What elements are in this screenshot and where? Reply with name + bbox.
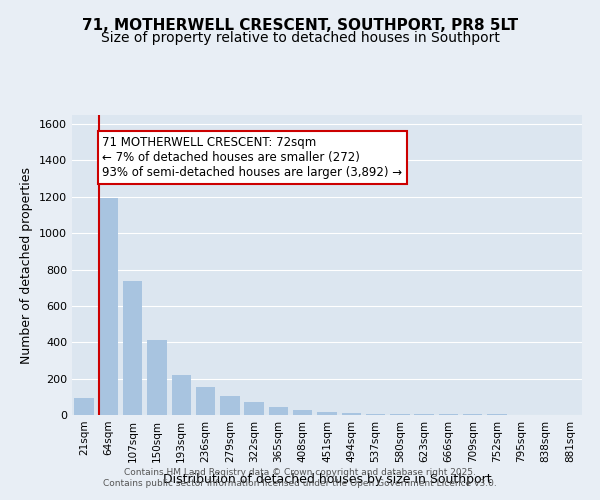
Bar	[196, 387, 215, 415]
Bar	[269, 407, 288, 415]
Bar	[317, 412, 337, 415]
Bar	[463, 414, 482, 415]
Bar	[390, 414, 410, 415]
Bar	[415, 414, 434, 415]
Bar	[341, 413, 361, 415]
Text: 71, MOTHERWELL CRESCENT, SOUTHPORT, PR8 5LT: 71, MOTHERWELL CRESCENT, SOUTHPORT, PR8 …	[82, 18, 518, 32]
Text: 71 MOTHERWELL CRESCENT: 72sqm
← 7% of detached houses are smaller (272)
93% of s: 71 MOTHERWELL CRESCENT: 72sqm ← 7% of de…	[103, 136, 403, 179]
Bar	[439, 414, 458, 415]
Bar	[123, 282, 142, 415]
Bar	[487, 414, 507, 415]
Text: Size of property relative to detached houses in Southport: Size of property relative to detached ho…	[101, 31, 499, 45]
Bar	[293, 410, 313, 415]
Bar	[244, 402, 264, 415]
Text: Contains HM Land Registry data © Crown copyright and database right 2025.
Contai: Contains HM Land Registry data © Crown c…	[103, 468, 497, 487]
Bar	[220, 396, 239, 415]
Bar	[147, 340, 167, 415]
Bar	[74, 398, 94, 415]
Bar	[366, 414, 385, 415]
Y-axis label: Number of detached properties: Number of detached properties	[20, 166, 34, 364]
Bar	[172, 375, 191, 415]
X-axis label: Distribution of detached houses by size in Southport: Distribution of detached houses by size …	[163, 473, 491, 486]
Bar	[99, 198, 118, 415]
